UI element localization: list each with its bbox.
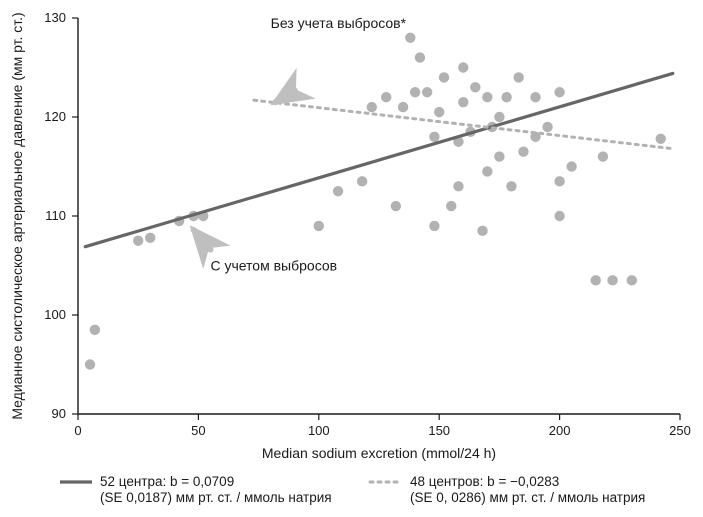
data-point [554, 87, 564, 97]
data-point [482, 92, 492, 102]
y-axis-title: Медианное систолическое артериальное дав… [9, 12, 25, 419]
x-tick-label: 150 [428, 423, 450, 438]
data-point [314, 221, 324, 231]
x-axis-title: Median sodium excretion (mmol/24 h) [262, 445, 496, 461]
x-tick-label: 200 [549, 423, 571, 438]
data-point [405, 33, 415, 43]
data-point [530, 92, 540, 102]
data-point [453, 181, 463, 191]
data-point [415, 52, 425, 62]
data-point [439, 72, 449, 82]
data-point [656, 134, 666, 144]
data-point [554, 211, 564, 221]
y-tick-label: 130 [44, 10, 66, 25]
annotation-no-outliers: Без учета выбросов* [271, 15, 407, 31]
data-point [458, 62, 468, 72]
data-point [494, 112, 504, 122]
data-point [494, 151, 504, 161]
data-point [607, 275, 617, 285]
data-point [501, 92, 511, 102]
data-point [391, 201, 401, 211]
data-point [482, 166, 492, 176]
data-point [566, 161, 576, 171]
data-point [367, 102, 377, 112]
data-point [598, 151, 608, 161]
x-tick-label: 100 [308, 423, 330, 438]
x-tick-label: 250 [669, 423, 691, 438]
legend-label-dotted-2: (SE 0, 0286) мм рт. ст. / ммоль натрия [410, 490, 645, 505]
legend-label-solid-1: 52 центра: b = 0,0709 [100, 474, 234, 489]
legend: 52 центра: b = 0,0709(SE 0,0187) мм рт. … [60, 474, 645, 505]
data-point [470, 82, 480, 92]
y-tick-label: 120 [44, 109, 66, 124]
trend-line-line-52 [85, 73, 673, 246]
legend-label-dotted-1: 48 центров: b = −0,0283 [410, 474, 559, 489]
annotation-arrow-with-outliers [194, 230, 211, 250]
data-point [429, 221, 439, 231]
y-tick-label: 100 [44, 307, 66, 322]
y-tick-label: 110 [45, 208, 66, 223]
data-point [542, 122, 552, 132]
data-point [591, 275, 601, 285]
data-point [133, 236, 143, 246]
data-point [357, 176, 367, 186]
data-point [398, 102, 408, 112]
data-point [627, 275, 637, 285]
data-point [422, 87, 432, 97]
data-point [90, 325, 100, 335]
annotation-arrow-no-outliers [275, 90, 294, 102]
data-point [446, 201, 456, 211]
data-point [506, 181, 516, 191]
annotation-with-outliers: С учетом выбросов [210, 257, 337, 273]
data-point [518, 146, 528, 156]
data-point [85, 359, 95, 369]
x-tick-label: 0 [74, 423, 81, 438]
data-point [410, 87, 420, 97]
scatter-chart: 0 50 100 150 200 250 90 100 110 120 130 Без учета … [0, 0, 703, 517]
legend-label-solid-2: (SE 0,0187) мм рт. ст. / ммоль натрия [100, 490, 332, 505]
data-point [333, 186, 343, 196]
data-point [381, 92, 391, 102]
y-tick-label: 90 [52, 406, 66, 421]
data-point [429, 132, 439, 142]
data-point [145, 233, 155, 243]
data-point [477, 226, 487, 236]
data-point [434, 107, 444, 117]
data-point [513, 72, 523, 82]
data-point [458, 97, 468, 107]
x-tick-label: 50 [191, 423, 205, 438]
data-point [554, 176, 564, 186]
